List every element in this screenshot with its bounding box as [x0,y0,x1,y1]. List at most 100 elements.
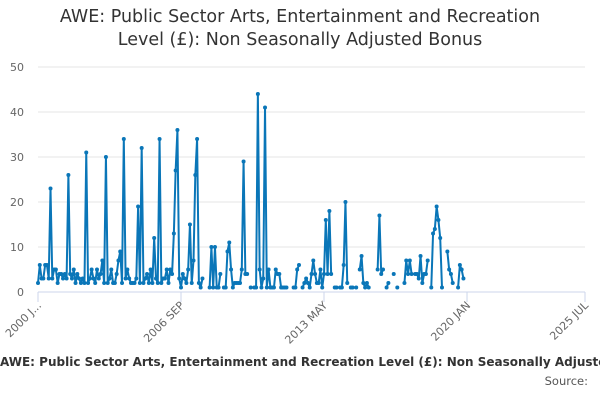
data-point [420,281,425,285]
data-point [121,137,126,141]
data-point [377,213,382,218]
data-point [295,267,300,272]
y-axis-tick-labels: 0 10 20 30 40 50 [10,61,24,299]
data-point [445,249,450,254]
chart-title-line-2: Level (£): Non Seasonally Adjusted Bonus [117,30,483,50]
data-point [170,272,175,276]
data-point [82,281,87,285]
data-point [69,276,74,281]
data-point [293,285,298,290]
data-point [148,267,153,272]
data-point [153,276,158,281]
data-point [84,150,89,155]
data-point [450,281,455,285]
data-point [456,285,461,290]
data-point [41,276,46,281]
data-point [448,272,453,276]
data-point [120,281,125,285]
data-point [114,272,119,276]
data-point [409,272,414,276]
data-point [261,276,266,281]
data-point [64,276,69,281]
data-point [209,245,214,249]
data-point [271,285,276,290]
data-point [277,272,282,276]
data-point [354,285,359,290]
data-point [36,281,40,285]
data-point [359,254,364,258]
data-point [116,258,121,263]
data-point [132,281,137,285]
data-point [395,285,400,290]
data-point [50,276,55,281]
data-point [364,281,369,285]
data-point [432,227,437,231]
data-point [266,267,271,272]
data-point [143,276,148,281]
x-tick-label: 2013 MAY [282,299,330,347]
data-point [177,276,182,281]
data-point [55,281,60,285]
data-point [196,281,201,285]
data-point [145,272,150,276]
data-point [66,173,71,177]
data-point [438,236,443,240]
data-point [157,137,162,141]
data-point [109,267,114,272]
data-point [141,281,146,285]
data-point [198,285,203,290]
data-point [322,272,327,276]
data-point [316,281,321,285]
data-point [173,168,178,173]
data-point [59,272,64,276]
data-point [416,276,421,281]
data-point [191,258,196,263]
x-tick-label: 2025 JUL [547,298,591,342]
data-point [182,276,187,281]
gridlines [38,66,585,248]
data-point [264,285,269,290]
data-point [461,276,466,281]
data-point [164,267,169,272]
y-tick-label: 0 [17,286,24,299]
data-point [255,92,260,96]
data-point [68,272,73,276]
data-point [139,146,144,150]
data-point [439,285,444,290]
data-point [361,281,366,285]
data-point [248,285,253,290]
data-point [259,285,264,290]
data-point [414,272,419,276]
data-point [241,159,246,164]
data-point [112,281,117,285]
data-point [125,267,130,272]
data-point [187,222,192,227]
data-point [391,272,396,276]
data-point [434,204,439,209]
legend[interactable]: AWE: Public Sector Arts, Entertainment a… [0,355,600,369]
data-point [311,258,316,263]
data-point [313,272,318,276]
data-point [334,285,339,290]
data-point [86,281,91,285]
data-point [327,209,332,213]
data-point [304,276,309,281]
data-point [379,272,384,276]
data-point [357,267,362,272]
data-point [175,128,180,132]
data-point [80,276,85,281]
data-point [402,281,407,285]
data-point [87,276,92,281]
data-point [325,272,330,276]
data-point [73,281,78,285]
x-tick-label: 2006 SEP [141,299,187,345]
data-point [53,267,58,272]
data-point [171,231,176,236]
data-point [305,281,310,285]
data-point [105,281,110,285]
data-point [137,281,142,285]
data-point [225,249,230,254]
data-point [102,281,107,285]
data-point [307,285,312,290]
data-point [318,267,323,272]
